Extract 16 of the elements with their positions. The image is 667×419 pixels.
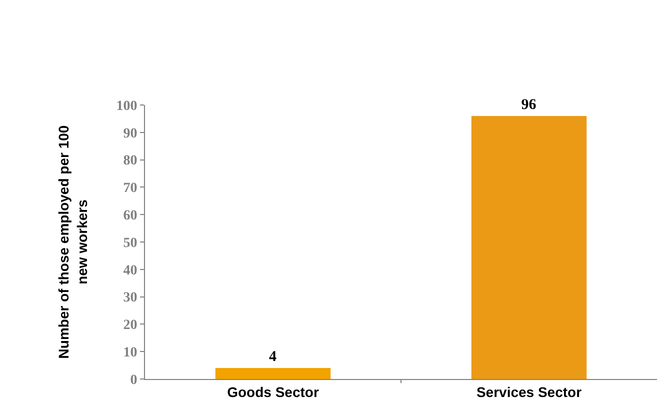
y-tick-label: 80: [123, 154, 138, 169]
y-axis-title: Number of those employed per 100 new workers: [56, 125, 90, 359]
y-tick-label: 50: [123, 236, 138, 251]
y-tick-label: 60: [123, 208, 138, 224]
x-tick-label: Goods Sector: [227, 384, 320, 400]
y-tick-label: 30: [123, 290, 138, 306]
x-tick-label: Services Sector: [476, 384, 582, 400]
y-tick-label: 90: [123, 126, 138, 142]
y-tick-label: 20: [123, 318, 138, 334]
y-tick-label: 100: [116, 98, 138, 114]
y-tick-label: 10: [123, 346, 138, 360]
data-label: 4: [269, 349, 277, 366]
y-tick-label: 40: [123, 263, 138, 278]
y-tick-label: 70: [123, 181, 138, 196]
y-tick-label: 0: [130, 372, 138, 388]
data-label: 96: [521, 96, 537, 113]
